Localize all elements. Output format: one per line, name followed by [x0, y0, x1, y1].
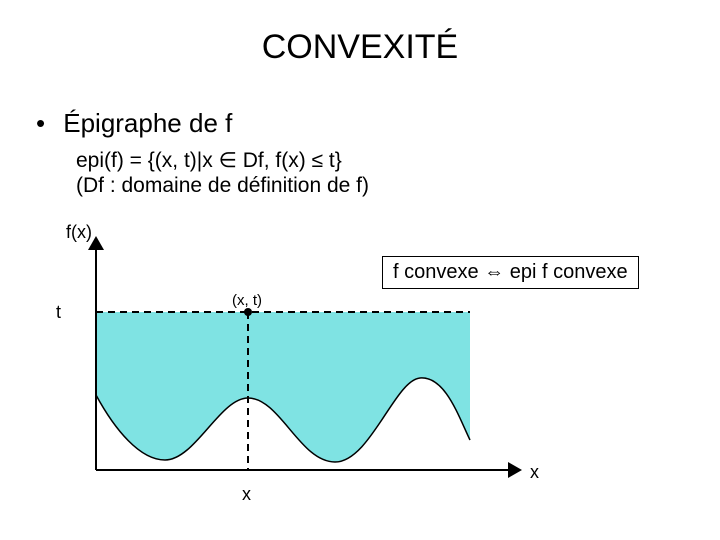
- y-axis-arrow: [88, 236, 104, 250]
- point-marker: [244, 308, 252, 316]
- x-axis-arrow: [508, 462, 522, 478]
- epigraph-diagram: [0, 0, 720, 540]
- epigraph-region: [96, 312, 470, 462]
